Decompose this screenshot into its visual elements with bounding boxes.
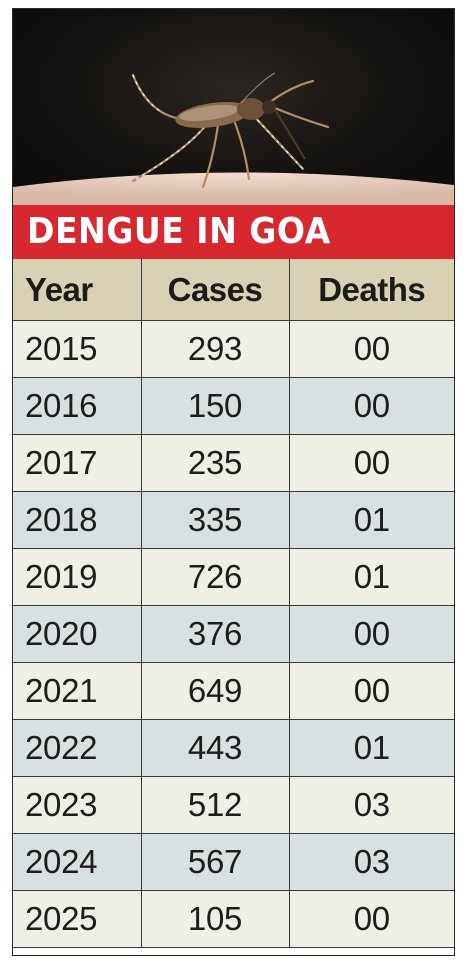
cell-year: 2023 [13,776,142,834]
title-banner: DENGUE IN GOA [13,205,454,259]
cell-year: 2025 [13,890,142,948]
cell-cases: 443 [140,719,290,777]
cell-deaths: 00 [288,434,454,492]
cell-year: 2018 [13,491,142,549]
infographic-card: DENGUE IN GOA Year Cases Deaths 2015 293 0… [12,8,455,956]
table-row: 2021 649 00 [13,662,454,720]
cell-cases: 335 [140,491,290,549]
cell-cases: 105 [140,890,290,948]
table-body: 2015 293 00 2016 150 00 2017 235 00 2018 335 01 2019… [13,320,454,948]
cell-year: 2015 [13,320,142,378]
cell-deaths: 01 [288,491,454,549]
header-cases: Cases [140,259,290,321]
cell-deaths: 00 [288,320,454,378]
cell-deaths: 01 [288,548,454,606]
cell-year: 2016 [13,377,142,435]
table-row: 2016 150 00 [13,377,454,435]
cell-cases: 567 [140,833,290,891]
cell-year: 2022 [13,719,142,777]
cell-year: 2019 [13,548,142,606]
header-row: Year Cases Deaths [13,259,454,321]
cell-deaths: 00 [288,377,454,435]
header-year: Year [13,259,142,321]
table-row: 2017 235 00 [13,434,454,492]
table-row: 2015 293 00 [13,320,454,378]
mosquito-photo [13,9,454,205]
table-row: 2020 376 00 [13,605,454,663]
cell-year: 2021 [13,662,142,720]
cell-deaths: 03 [288,776,454,834]
table-row: 2018 335 01 [13,491,454,549]
cell-year: 2017 [13,434,142,492]
table-row: 2023 512 03 [13,776,454,834]
cell-year: 2020 [13,605,142,663]
cell-cases: 235 [140,434,290,492]
cell-cases: 293 [140,320,290,378]
table-row: 2019 726 01 [13,548,454,606]
mosquito-illustration [13,72,454,205]
cell-cases: 726 [140,548,290,606]
table-row: 2024 567 03 [13,833,454,891]
table-row: 2025 105 00 [13,890,454,948]
table-row: 2022 443 01 [13,719,454,777]
cell-deaths: 00 [288,890,454,948]
cell-deaths: 00 [288,662,454,720]
header-deaths: Deaths [288,259,454,321]
chart-title: DENGUE IN GOA [27,211,331,252]
cell-cases: 512 [140,776,290,834]
cell-deaths: 01 [288,719,454,777]
table-header: Year Cases Deaths [13,259,454,321]
cell-year: 2024 [13,833,142,891]
dengue-table: Year Cases Deaths 2015 293 00 2016 150 00 2017… [13,259,454,948]
cell-cases: 150 [140,377,290,435]
cell-cases: 376 [140,605,290,663]
cell-deaths: 00 [288,605,454,663]
cell-cases: 649 [140,662,290,720]
cell-deaths: 03 [288,833,454,891]
